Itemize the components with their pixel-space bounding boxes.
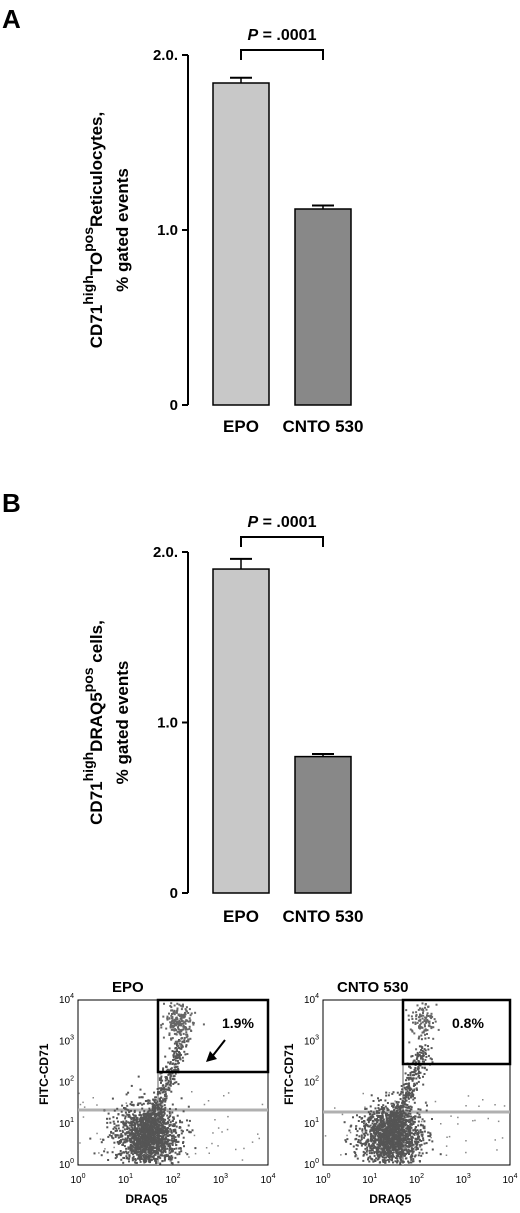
flow-x-tick-label: 102 [409,1173,424,1186]
panel-label-b: B [2,488,21,518]
flow-y-tick-label: 100 [304,1158,319,1171]
significance-bracket [240,536,324,547]
bar-cnto530 [294,208,352,406]
bar-cnto530 [294,755,352,894]
flow-plot-title: CNTO 530 [337,979,408,996]
flow-arrow-head [206,1051,217,1062]
flow-x-axis-label: DRAQ5 [125,1192,167,1206]
flow-y-tick-label: 104 [304,993,319,1006]
flow-gate-percent: 0.8% [452,1015,484,1031]
flow-y-tick-label: 102 [304,1076,319,1089]
flow-x-tick-label: 101 [362,1173,377,1186]
category-label: CNTO 530 [283,417,364,436]
y-tick-label: 1.0 [157,715,178,732]
flow-x-tick-label: 104 [502,1173,517,1186]
y-axis-label: CD71highDRAQ5pos cells, [80,620,106,825]
flow-x-axis-label: DRAQ5 [369,1192,411,1206]
significance-bracket [240,49,324,60]
bar-epo [212,568,270,894]
flow-x-tick-label: 100 [315,1173,330,1186]
chart-b: 0 1.0 2.0. EPO CNTO 530 P = .0001 CD71highDRAQ… [80,514,363,926]
flow-y-tick-label: 100 [59,1158,74,1171]
chart-a: 0 1.0 2.0. EPO CNTO 530 P = .0001 CD71highTOpo… [80,27,363,436]
y-axis-label-line2: % gated events [113,168,132,292]
flow-y-tick-label: 103 [59,1034,74,1047]
p-value-annotation: P = .0001 [248,514,317,531]
flow-x-tick-label: 104 [260,1173,275,1186]
y-axis-label-line2: % gated events [113,661,132,785]
flow-y-tick-label: 101 [59,1117,74,1130]
category-label: EPO [223,417,259,436]
flow-y-tick-label: 104 [59,993,74,1006]
flow-gate [401,998,512,1066]
flow-y-axis-label: FITC-CD71 [282,1043,296,1105]
category-label: EPO [223,907,259,926]
flow-x-tick-label: 102 [165,1173,180,1186]
flow-gate-percent: 1.9% [222,1015,254,1031]
flow-y-tick-label: 101 [304,1117,319,1130]
flow-x-tick-label: 103 [456,1173,471,1186]
flow-y-axis-label: FITC-CD71 [37,1043,51,1105]
flow-y-tick-label: 102 [59,1076,74,1089]
flow-dot-cloud [324,1002,506,1165]
flow-dot-cloud [78,1002,264,1165]
flow-plot-title: EPO [112,979,144,996]
category-label: CNTO 530 [283,907,364,926]
y-tick-label: 2.0. [153,544,178,561]
panel-label-a: A [2,4,21,34]
flow-plot-cnto530: CNTO 530 0.8% 100 101 102 103 104 100 101 102 103 1… [282,979,518,1206]
y-tick-label: 0 [170,885,178,902]
flow-gate [156,998,270,1074]
flow-y-tick-label: 103 [304,1034,319,1047]
flow-plot-epo: EPO 1.9% 100 101 102 103 104 100 101 102 103 104 DRA… [37,979,276,1206]
flow-x-tick-label: 100 [70,1173,85,1186]
flow-x-tick-label: 101 [118,1173,133,1186]
y-axis-label: CD71highTOposReticulocytes, [80,112,106,348]
p-value-annotation: P = .0001 [248,27,317,44]
y-tick-label: 2.0. [153,47,178,64]
y-tick-label: 1.0 [157,222,178,239]
bar-epo [212,82,270,406]
y-tick-label: 0 [170,397,178,414]
flow-x-tick-label: 103 [213,1173,228,1186]
